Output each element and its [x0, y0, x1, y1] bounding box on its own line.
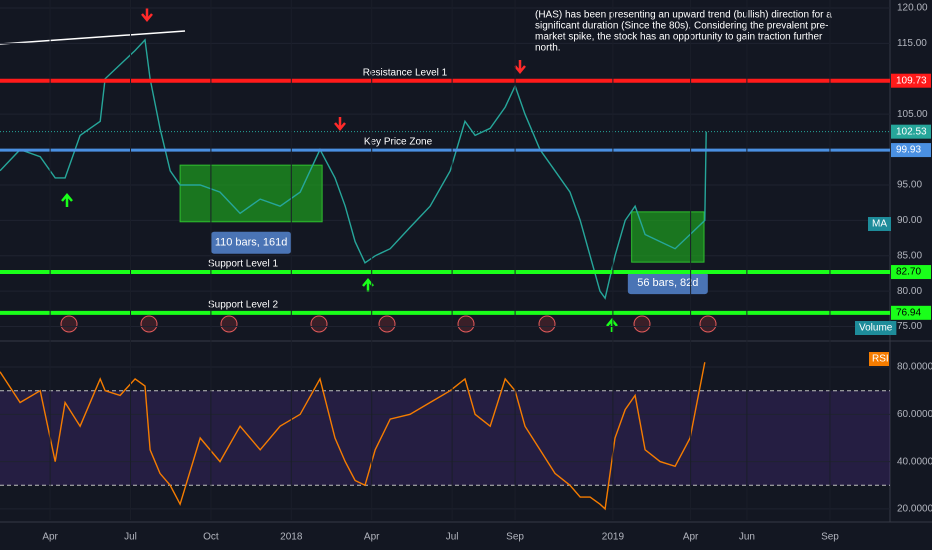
y-tick-label: 85.00 — [897, 250, 922, 261]
x-tick-label: Sep — [821, 532, 839, 543]
annotation-line: market spike, the stock has an opportuni… — [535, 32, 823, 43]
x-tick-label: Apr — [42, 532, 58, 543]
y-tick-label: 40.0000 — [897, 456, 932, 467]
price-line — [0, 362, 706, 511]
level-tag — [891, 73, 931, 88]
level-name: Support Level 1 — [208, 259, 278, 270]
sell-arrows — [141, 8, 526, 131]
x-tick-label: Jul — [446, 532, 459, 543]
indicator-tag — [868, 217, 891, 231]
level-name: Key Price Zone — [364, 137, 433, 148]
level-value: 76.94 — [896, 307, 921, 318]
level-tag — [891, 143, 931, 158]
level-tag — [891, 305, 931, 320]
current-price-label: 102.53 — [896, 126, 927, 137]
level-value: 99.93 — [896, 145, 921, 156]
level-tag — [891, 265, 931, 280]
y-tick-label: 105.00 — [897, 109, 928, 120]
y-tick-label: 80.00 — [897, 286, 922, 297]
earnings-markers — [60, 315, 717, 333]
y-tick-label: 115.00 — [897, 38, 927, 49]
zone-label-box — [211, 231, 292, 254]
level-value: 82.70 — [896, 267, 921, 278]
x-tick-label: Apr — [364, 532, 380, 543]
level-name: Resistance Level 1 — [363, 67, 448, 78]
annotation-line: significant duration (Since the 80s). Co… — [535, 21, 829, 32]
y-tick-label: 120.00 — [897, 3, 928, 14]
zone-label: 56 bars, 82d — [637, 277, 698, 289]
x-tick-label: 2018 — [280, 532, 303, 543]
indicator-label: MA — [872, 219, 887, 230]
zone-box — [631, 211, 705, 263]
rsi-label: RSI — [872, 354, 889, 365]
trend-line — [0, 30, 186, 45]
level-name: Support Level 2 — [208, 299, 278, 310]
x-tick-label: Oct — [203, 532, 219, 543]
zone-label: 110 bars, 161d — [215, 237, 288, 249]
rsi-tag — [869, 352, 889, 366]
zone-box — [179, 164, 323, 223]
x-tick-label: Apr — [683, 532, 699, 543]
zone-label-box — [627, 272, 708, 295]
indicator-tag — [855, 321, 897, 335]
indicator-label: Volume — [859, 323, 893, 334]
y-tick-label: 95.00 — [897, 180, 922, 191]
y-tick-label: 60.0000 — [897, 409, 932, 420]
current-price-tag — [891, 124, 931, 139]
x-tick-label: 2019 — [602, 532, 625, 543]
x-tick-label: Jul — [124, 532, 137, 543]
y-tick-label: 90.00 — [897, 215, 922, 226]
y-tick-label: 75.00 — [897, 321, 922, 332]
annotation-line: north. — [535, 43, 561, 54]
x-tick-label: Jun — [739, 532, 755, 543]
x-tick-label: Sep — [506, 532, 524, 543]
annotation-line: (HAS) has been presenting an upward tren… — [535, 10, 832, 21]
y-tick-label: 20.0000 — [897, 504, 932, 515]
y-tick-label: 80.0000 — [897, 362, 932, 373]
rsi-band — [0, 390, 890, 486]
level-value: 109.73 — [896, 75, 927, 86]
